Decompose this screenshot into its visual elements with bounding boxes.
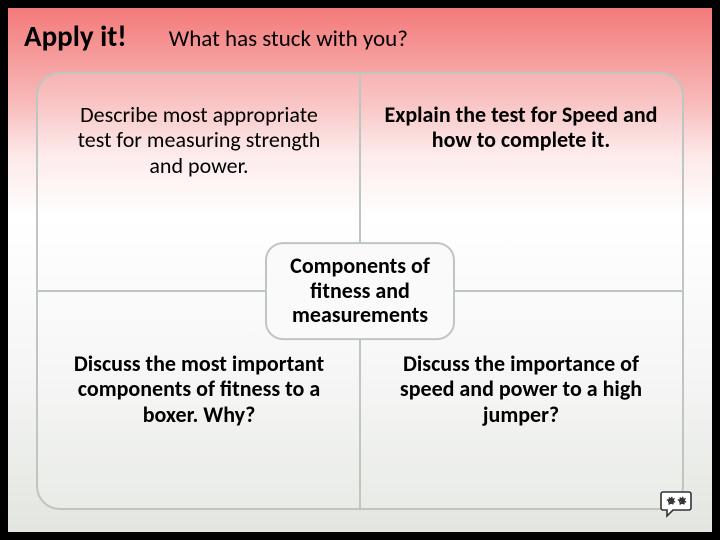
center-line-2: fitness and <box>287 279 433 304</box>
slide-title: Apply it! <box>24 18 127 54</box>
slide-background: Apply it! What has stuck with you? Descr… <box>8 8 712 532</box>
quadrant-panel: Describe most appropriate test for measu… <box>36 72 684 510</box>
quadrant-text-top-right: Explain the test for Speed and how to co… <box>384 102 658 153</box>
slide-frame: Apply it! What has stuck with you? Descr… <box>0 0 720 540</box>
quadrant-text-bottom-left: Discuss the most important components of… <box>62 351 336 427</box>
center-line-1: Components of <box>287 254 433 279</box>
header: Apply it! What has stuck with you? <box>8 8 712 54</box>
center-line-3: measurements <box>287 303 433 328</box>
quadrant-text-top-left: Describe most appropriate test for measu… <box>62 102 336 178</box>
center-topic-box: Components of fitness and measurements <box>265 242 455 340</box>
comment-icon[interactable] <box>660 490 694 518</box>
slide-subtitle: What has stuck with you? <box>169 25 408 53</box>
quadrant-text-bottom-right: Discuss the importance of speed and powe… <box>384 351 658 427</box>
